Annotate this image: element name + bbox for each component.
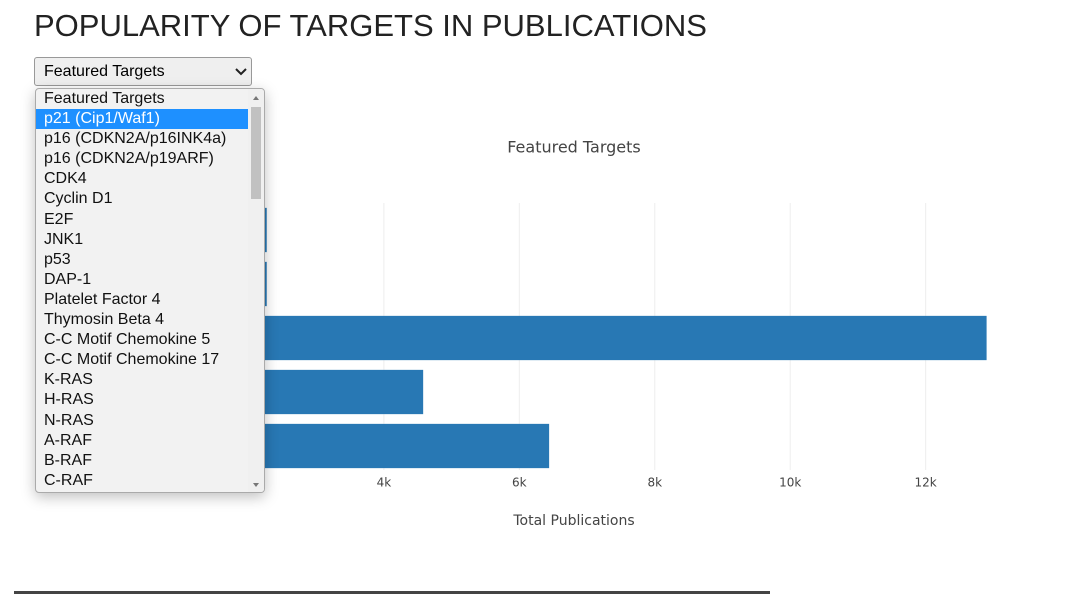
scroll-thumb[interactable] (251, 107, 261, 199)
dropdown-option[interactable]: JNK1 (44, 230, 84, 248)
selected-value: Featured Targets (44, 63, 165, 80)
dropdown-option[interactable]: A-RAF (44, 431, 92, 449)
x-tick-label: 10k (779, 476, 801, 490)
dropdown-option[interactable]: p53 (44, 250, 71, 268)
dropdown-option[interactable]: CDK4 (44, 170, 87, 188)
dropdown-option[interactable]: Featured Targets (44, 90, 165, 107)
dropdown-option[interactable]: Cyclin D1 (44, 190, 113, 208)
dropdown-option[interactable]: p16 (CDKN2A/p16INK4a) (44, 130, 227, 148)
page-title: POPULARITY OF TARGETS IN PUBLICATIONS (34, 8, 707, 43)
x-tick-label: 6k (512, 476, 527, 490)
x-tick-label: 8k (647, 476, 662, 490)
dropdown-option[interactable]: H-RAS (44, 391, 94, 409)
dropdown-option[interactable]: E2F (44, 210, 74, 228)
scrollbar[interactable] (248, 89, 264, 492)
dropdown-option[interactable]: C-RAF (44, 471, 93, 489)
dropdown-option[interactable]: C-C Motif Chemokine 17 (44, 351, 220, 369)
dropdown-option[interactable]: C-C Motif Chemokine 5 (44, 331, 211, 349)
dropdown-option[interactable]: DAP-1 (44, 270, 92, 288)
x-tick-label: 4k (377, 476, 392, 490)
chevron (235, 68, 247, 76)
dropdown-option[interactable]: p16 (CDKN2A/p19ARF) (44, 150, 214, 168)
dropdown-option[interactable]: p21 (Cip1/Waf1) (36, 109, 248, 130)
chart-title: Featured Targets (507, 138, 641, 157)
scroll-arrows (253, 96, 259, 487)
dropdown-option[interactable]: B-RAF (44, 451, 92, 469)
dropdown-option[interactable]: Thymosin Beta 4 (44, 311, 165, 329)
divider (14, 591, 770, 594)
x-tick-label: 12k (915, 476, 937, 490)
dropdown-option[interactable]: Platelet Factor 4 (44, 290, 161, 308)
dropdown-list: Featured Targets p21 (Cip1/Waf1) p16 (CDKN… (35, 88, 265, 493)
target-select[interactable]: Featured Targets (34, 57, 252, 86)
dropdown-option[interactable]: K-RAS (44, 371, 93, 389)
x-axis-label: Total Publications (512, 513, 634, 529)
dropdown-option[interactable]: N-RAS (44, 411, 94, 429)
